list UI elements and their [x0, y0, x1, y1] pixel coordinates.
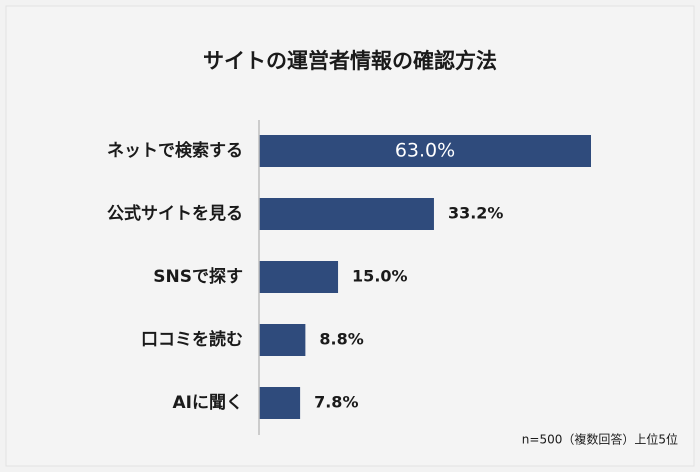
bar — [259, 135, 591, 167]
footnote: n=500（複数回答）上位5位 — [522, 432, 678, 447]
chart-title: サイトの運営者情報の確認方法 — [203, 49, 497, 73]
value-label: 8.8% — [319, 330, 363, 349]
value-label: 33.2% — [448, 204, 504, 223]
bar — [259, 387, 301, 419]
bar — [259, 198, 434, 230]
category-label: ネットで検索する — [107, 140, 243, 161]
bar — [259, 324, 306, 356]
category-label: AIに聞く — [173, 393, 243, 413]
panel — [5, 5, 695, 467]
value-label: 7.8% — [314, 393, 358, 412]
category-label: SNSで探す — [153, 266, 243, 287]
value-label: 15.0% — [352, 267, 408, 286]
category-label: 口コミを読む — [141, 329, 243, 350]
value-label: 63.0% — [395, 140, 455, 162]
bar — [259, 261, 339, 293]
category-label: 公式サイトを見る — [107, 203, 243, 224]
